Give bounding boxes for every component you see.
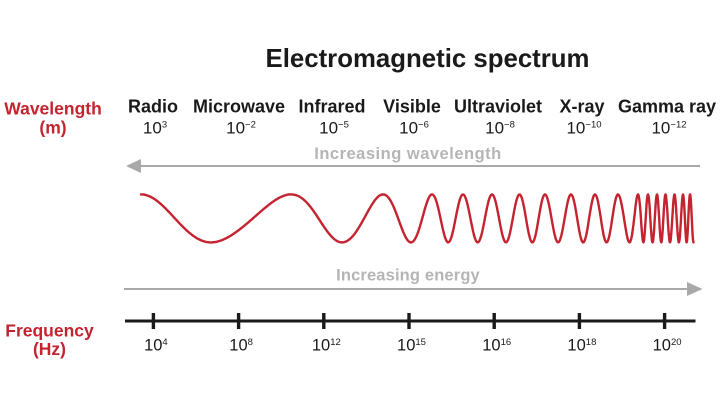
svg-text:108: 108 xyxy=(229,337,253,355)
svg-text:Infrared: Infrared xyxy=(298,97,365,117)
svg-text:Visible: Visible xyxy=(383,97,441,117)
svg-text:Wavelength: Wavelength xyxy=(4,99,102,119)
svg-text:Ultraviolet: Ultraviolet xyxy=(454,97,542,117)
svg-text:X-ray: X-ray xyxy=(559,97,604,117)
svg-text:Microwave: Microwave xyxy=(193,97,285,117)
svg-text:104: 104 xyxy=(144,337,168,355)
svg-text:Radio: Radio xyxy=(128,97,178,117)
svg-text:Frequency: Frequency xyxy=(5,321,94,341)
svg-text:Increasing energy: Increasing energy xyxy=(336,267,480,285)
svg-text:(Hz): (Hz) xyxy=(33,339,66,359)
svg-text:(m): (m) xyxy=(39,118,66,138)
svg-text:Gamma ray: Gamma ray xyxy=(618,97,716,117)
svg-text:103: 103 xyxy=(143,118,167,137)
svg-text:Increasing wavelength: Increasing wavelength xyxy=(314,145,501,163)
svg-text:Electromagnetic spectrum: Electromagnetic spectrum xyxy=(266,45,590,73)
